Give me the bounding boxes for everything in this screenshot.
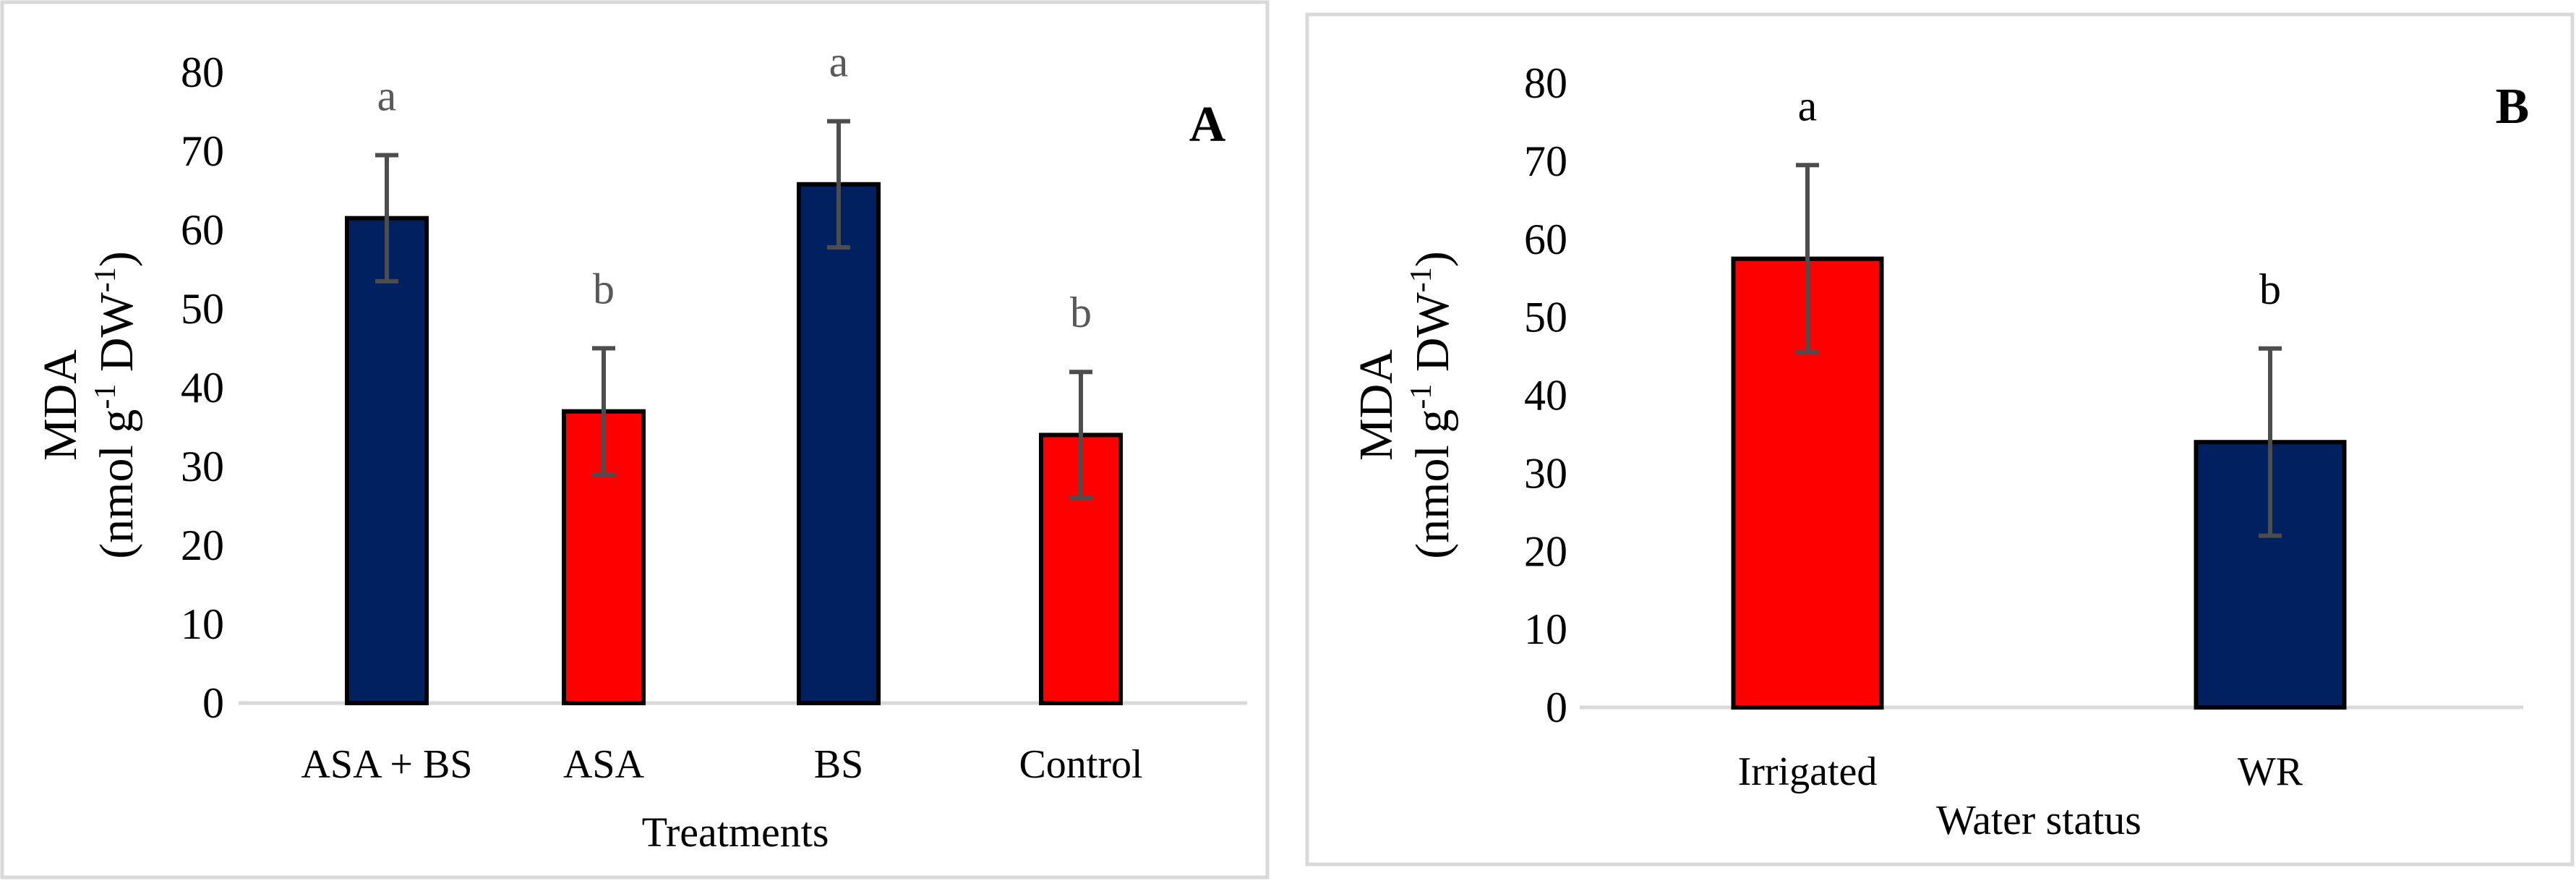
panel-a-frame xyxy=(0,0,1270,880)
panel-a-y-unit-main: (nmol g xyxy=(90,409,143,559)
panel-a-y-title-line2: (nmol g-1 DW-1) xyxy=(89,251,143,559)
panel-a-y-tick-label: 10 xyxy=(181,600,224,648)
panel-a: 0 10 20 30 40 50 60 70 80 a b a b ASA + BS ASA BS Cont… xyxy=(0,0,1270,880)
panel-b-y-unit-dw: DW xyxy=(1406,291,1459,383)
panel-b-error-bars xyxy=(1796,163,2282,538)
panel-a-category-labels: ASA + BS ASA BS Control xyxy=(301,742,1142,787)
panel-b-significance-letter: a xyxy=(1798,82,1818,129)
panel-a-category-label: ASA + BS xyxy=(301,742,472,787)
panel-a-y-tick-label: 80 xyxy=(181,48,224,96)
panel-a-significance-letter: b xyxy=(593,265,615,313)
panel-b-y-unit-main: (nmol g xyxy=(1406,409,1459,559)
panel-b-y-title-line2: (nmol g-1 DW-1) xyxy=(1405,251,1459,559)
panel-b-y-tick-label: 30 xyxy=(1524,449,1567,497)
panel-b-category-label: Irrigated xyxy=(1738,749,1878,794)
panel-a-bar-asa-bs xyxy=(345,216,429,705)
panel-b-significance-letter: b xyxy=(2259,265,2281,313)
panel-a-significance-letter: a xyxy=(829,38,849,86)
panel-a-error-bars xyxy=(375,119,1092,501)
panel-b-y-tick-label: 40 xyxy=(1524,372,1567,420)
panel-a-y-unit-close: ) xyxy=(90,251,143,267)
panel-b-bars xyxy=(1731,256,2347,710)
panel-a-y-unit-sup2: -1 xyxy=(89,267,122,292)
panel-a-bar-bs xyxy=(797,182,881,705)
panel-a-bars xyxy=(345,182,1123,706)
panel-a-significance-letter: b xyxy=(1070,289,1092,336)
panel-a-category-label: Control xyxy=(1019,742,1142,787)
panel-a-label: A xyxy=(1189,97,1226,153)
panel-a-x-axis-title: Treatments xyxy=(642,809,829,856)
panel-b-y-axis-title: MDA (nmol g-1 DW-1) xyxy=(1350,251,1459,559)
panel-b-y-unit-sup1: -1 xyxy=(1405,384,1438,409)
panel-a-y-ticks: 0 10 20 30 40 50 60 70 80 xyxy=(181,48,224,727)
panel-b-y-tick-label: 50 xyxy=(1524,294,1567,341)
panel-b-y-tick-label: 60 xyxy=(1524,216,1567,263)
panel-a-y-unit-sup1: -1 xyxy=(89,384,122,409)
panel-b-y-tick-label: 20 xyxy=(1524,527,1567,575)
panel-b-frame xyxy=(1305,12,2575,867)
panel-b-category-label: WR xyxy=(2238,749,2303,794)
panel-a-y-axis-title: MDA (nmol g-1 DW-1) xyxy=(34,251,143,559)
panel-b-y-tick-label: 0 xyxy=(1546,684,1567,731)
panel-b-y-tick-label: 10 xyxy=(1524,605,1567,653)
panel-a-y-tick-label: 0 xyxy=(202,679,224,727)
panel-a-y-title-line1: MDA xyxy=(34,349,87,461)
panel-b-significance-letters: ab xyxy=(1798,82,2281,313)
panel-a-y-tick-label: 20 xyxy=(181,522,224,569)
panel-a-y-tick-label: 60 xyxy=(181,206,224,254)
panel-b-y-ticks: 0 10 20 30 40 50 60 70 80 xyxy=(1524,59,1567,731)
panel-b-y-unit-close: ) xyxy=(1406,251,1459,267)
panel-a-significance-letters: a b a b xyxy=(377,38,1092,337)
panel-a-y-tick-label: 70 xyxy=(181,127,224,175)
panel-a-category-label: BS xyxy=(814,742,864,787)
panel-a-y-tick-label: 30 xyxy=(181,443,224,490)
panel-b-label: B xyxy=(2496,79,2530,135)
panel-b-x-axis-title: Water status xyxy=(1936,796,2141,843)
panel-b-category-labels: Irrigated WR xyxy=(1738,749,2303,794)
panel-b-y-unit-sup2: -1 xyxy=(1405,267,1438,292)
panel-b-y-tick-label: 80 xyxy=(1524,59,1567,107)
panel-a-significance-letter: a xyxy=(377,72,397,119)
panel-a-y-tick-label: 40 xyxy=(181,364,224,412)
panel-a-y-unit-dw: DW xyxy=(90,291,143,383)
panel-a-category-label: ASA xyxy=(563,742,645,787)
panel-a-y-tick-label: 50 xyxy=(181,285,224,333)
panel-b-y-tick-label: 70 xyxy=(1524,137,1567,185)
panel-b-y-title-line1: MDA xyxy=(1350,349,1403,461)
